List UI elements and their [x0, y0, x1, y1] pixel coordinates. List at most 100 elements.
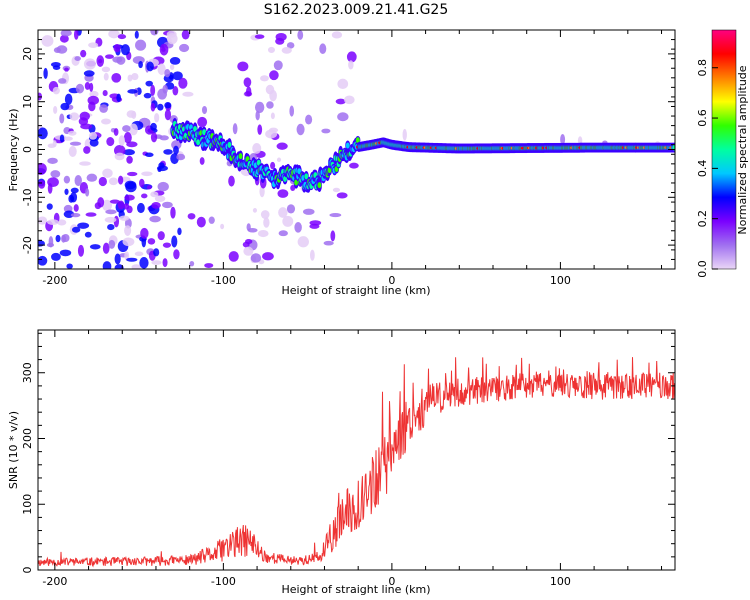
colorbar-tick-label: 0.2	[696, 210, 709, 228]
spectrogram-cell	[126, 257, 138, 262]
spectrogram-cell	[68, 146, 77, 157]
colorbar-label: Normalized spectral amplitude	[736, 65, 749, 234]
spectrogram-cell	[262, 252, 274, 261]
spectrogram-cell	[276, 157, 282, 163]
spectrogram-cell	[94, 202, 102, 210]
spectrogram-cell	[59, 113, 65, 124]
spectrogram-cell	[38, 240, 45, 247]
spectrogram-cell	[189, 260, 195, 267]
spectrogram-cell	[173, 145, 179, 155]
spectrogram-cell	[162, 242, 172, 248]
spectrogram-cell	[127, 89, 138, 94]
spectrogram-cell	[64, 93, 73, 105]
spectrogram-cell	[289, 105, 295, 117]
spectrogram-cell	[182, 91, 194, 97]
spectrogram-xlabel: Height of straight line (km)	[281, 284, 430, 297]
spectrogram-cell	[117, 34, 127, 40]
spectrogram-cell	[137, 202, 145, 214]
spectrogram-cell	[244, 91, 252, 97]
spectrogram-ridge-cell	[297, 168, 302, 175]
spectrogram-cell	[46, 203, 53, 210]
spectrogram-cell	[331, 31, 343, 39]
spectrogram-cell	[269, 70, 279, 81]
spectrogram-cell	[297, 30, 304, 40]
spectrogram-cell	[61, 234, 67, 243]
spectrogram-cell	[145, 152, 154, 157]
spectrogram-cell	[129, 123, 138, 136]
spectrogram-cell	[349, 162, 359, 169]
spectrogram-cell	[237, 61, 249, 72]
spectrogram-cell	[134, 251, 144, 257]
spectrogram-xtick-label: 100	[550, 274, 571, 287]
spectrogram-cell	[98, 176, 107, 187]
spectrogram-cell	[169, 64, 175, 70]
spectrogram-cell	[220, 223, 225, 230]
spectrogram-cell	[150, 132, 158, 143]
spectrogram-cell	[77, 222, 90, 229]
spectrogram-cell	[177, 227, 182, 236]
snr-frame	[37, 329, 676, 571]
spectrogram-cell	[38, 255, 48, 266]
spectrogram-cell	[109, 199, 121, 204]
spectrogram-cell	[47, 177, 59, 188]
snr-ytick-label: 200	[21, 428, 34, 449]
spectrogram-cell	[260, 75, 269, 82]
spectrogram-cell	[108, 177, 119, 186]
spectrogram-cell	[70, 192, 78, 203]
snr-axes: -200 -100 0 100 0 100 200 300	[21, 330, 675, 588]
spectrogram-cell	[113, 128, 119, 136]
spectrogram-cell	[277, 189, 289, 198]
spectrogram-cell	[80, 49, 87, 58]
colorbar-gradient	[712, 30, 736, 269]
spectrogram-cell	[255, 110, 260, 121]
spectrogram-cell	[196, 216, 206, 228]
spectrogram-cell	[60, 30, 72, 37]
snr-ytick-label: 0	[21, 567, 34, 574]
spectrogram-cell	[335, 98, 346, 105]
spectrogram-cell	[254, 101, 265, 114]
spectrogram-cell	[171, 235, 178, 248]
spectrogram-cell	[102, 242, 110, 254]
spectrogram-cell	[47, 219, 59, 225]
spectrogram-cell	[118, 175, 124, 185]
spectrogram-cell	[59, 34, 69, 43]
spectrogram-cell	[112, 56, 123, 63]
spectrogram-cell	[114, 253, 121, 265]
spectrogram-cell	[135, 39, 147, 51]
spectrogram-cell	[159, 135, 169, 141]
spectrogram-ridge-cell	[294, 179, 299, 186]
spectrogram-cell	[38, 162, 47, 175]
spectrogram-cell	[150, 84, 156, 96]
spectrogram-cell	[281, 47, 292, 54]
spectrogram-cell	[302, 208, 315, 215]
snr-xtick-label: 0	[388, 575, 395, 588]
spectrogram-cell	[330, 230, 336, 242]
spectrogram-cell	[337, 112, 349, 122]
spectrogram-cell	[52, 65, 61, 70]
spectrogram-cell	[102, 168, 113, 178]
spectrogram-cell	[169, 56, 181, 65]
spectrogram-cell	[59, 249, 72, 257]
spectrogram-cell	[134, 30, 139, 39]
spectrogram-cell	[53, 106, 58, 114]
snr-panel: -200 -100 0 100 0 100 200 300 Height of straigh…	[7, 329, 676, 596]
spectrogram-cell	[162, 258, 168, 268]
spectrogram-cell	[108, 30, 120, 39]
spectrogram-cell	[140, 227, 149, 239]
spectrogram-cell	[38, 127, 48, 140]
spectrogram-cell	[208, 216, 215, 224]
spectrogram-cell	[70, 187, 79, 194]
spectrogram-ridge-cell	[227, 141, 232, 148]
spectrogram-cell	[141, 193, 148, 199]
spectrogram-cell	[102, 90, 108, 97]
spectrogram-cell	[265, 84, 275, 95]
spectrogram-cell	[321, 128, 331, 134]
spectrogram-ytick-label: -20	[21, 236, 34, 254]
spectrogram-cell	[228, 251, 239, 262]
spectrogram-cell	[83, 58, 96, 70]
spectrogram-cell	[103, 72, 109, 81]
spectrogram-cell	[267, 46, 275, 54]
spectrogram-cell	[73, 30, 79, 40]
spectrogram-cell	[123, 149, 135, 156]
